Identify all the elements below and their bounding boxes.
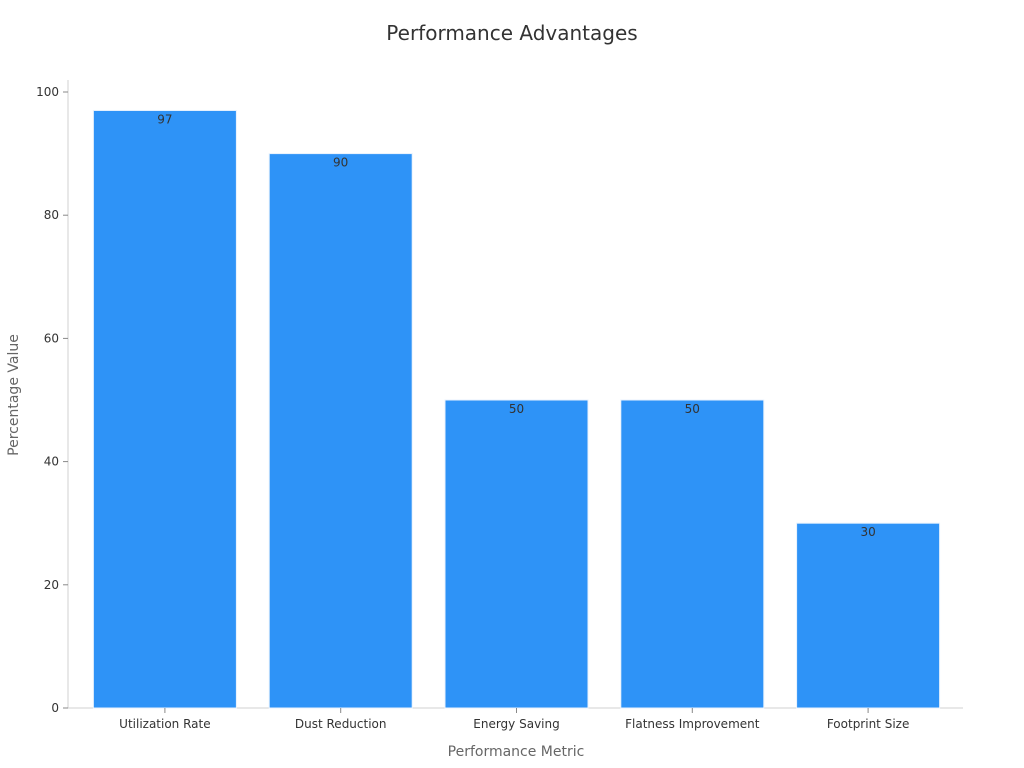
y-tick-label: 20 xyxy=(44,578,59,592)
x-axis-title: Performance Metric xyxy=(448,744,585,760)
bar-value-label: 97 xyxy=(157,112,172,126)
bar xyxy=(796,522,941,709)
bar xyxy=(620,399,765,709)
bar-value-label: 50 xyxy=(509,402,524,416)
bars-group: 97 90 50 50 30 xyxy=(92,109,941,709)
x-tick-label: Flatness Improvement xyxy=(625,717,760,731)
bar xyxy=(92,109,237,709)
y-axis-ticks: 0 20 40 60 80 100 xyxy=(36,85,68,715)
bar xyxy=(268,153,413,709)
y-tick-label: 60 xyxy=(44,331,59,345)
chart-title: Performance Advantages xyxy=(386,21,637,45)
y-tick-label: 40 xyxy=(44,455,59,469)
x-tick-label: Utilization Rate xyxy=(119,717,210,731)
x-tick-label: Energy Saving xyxy=(473,717,559,731)
bar-value-label: 50 xyxy=(685,402,700,416)
bar-value-label: 30 xyxy=(860,525,875,539)
y-tick-label: 100 xyxy=(36,85,59,99)
bar-value-label: 90 xyxy=(333,156,348,170)
x-tick-label: Footprint Size xyxy=(827,717,910,731)
x-tick-label: Dust Reduction xyxy=(295,717,387,731)
x-axis-ticks: Utilization Rate Dust Reduction Energy Sav… xyxy=(119,708,909,731)
y-tick-label: 0 xyxy=(51,701,59,715)
bar xyxy=(444,399,589,709)
y-axis-title: Percentage Value xyxy=(6,334,22,456)
y-tick-label: 80 xyxy=(44,208,59,222)
